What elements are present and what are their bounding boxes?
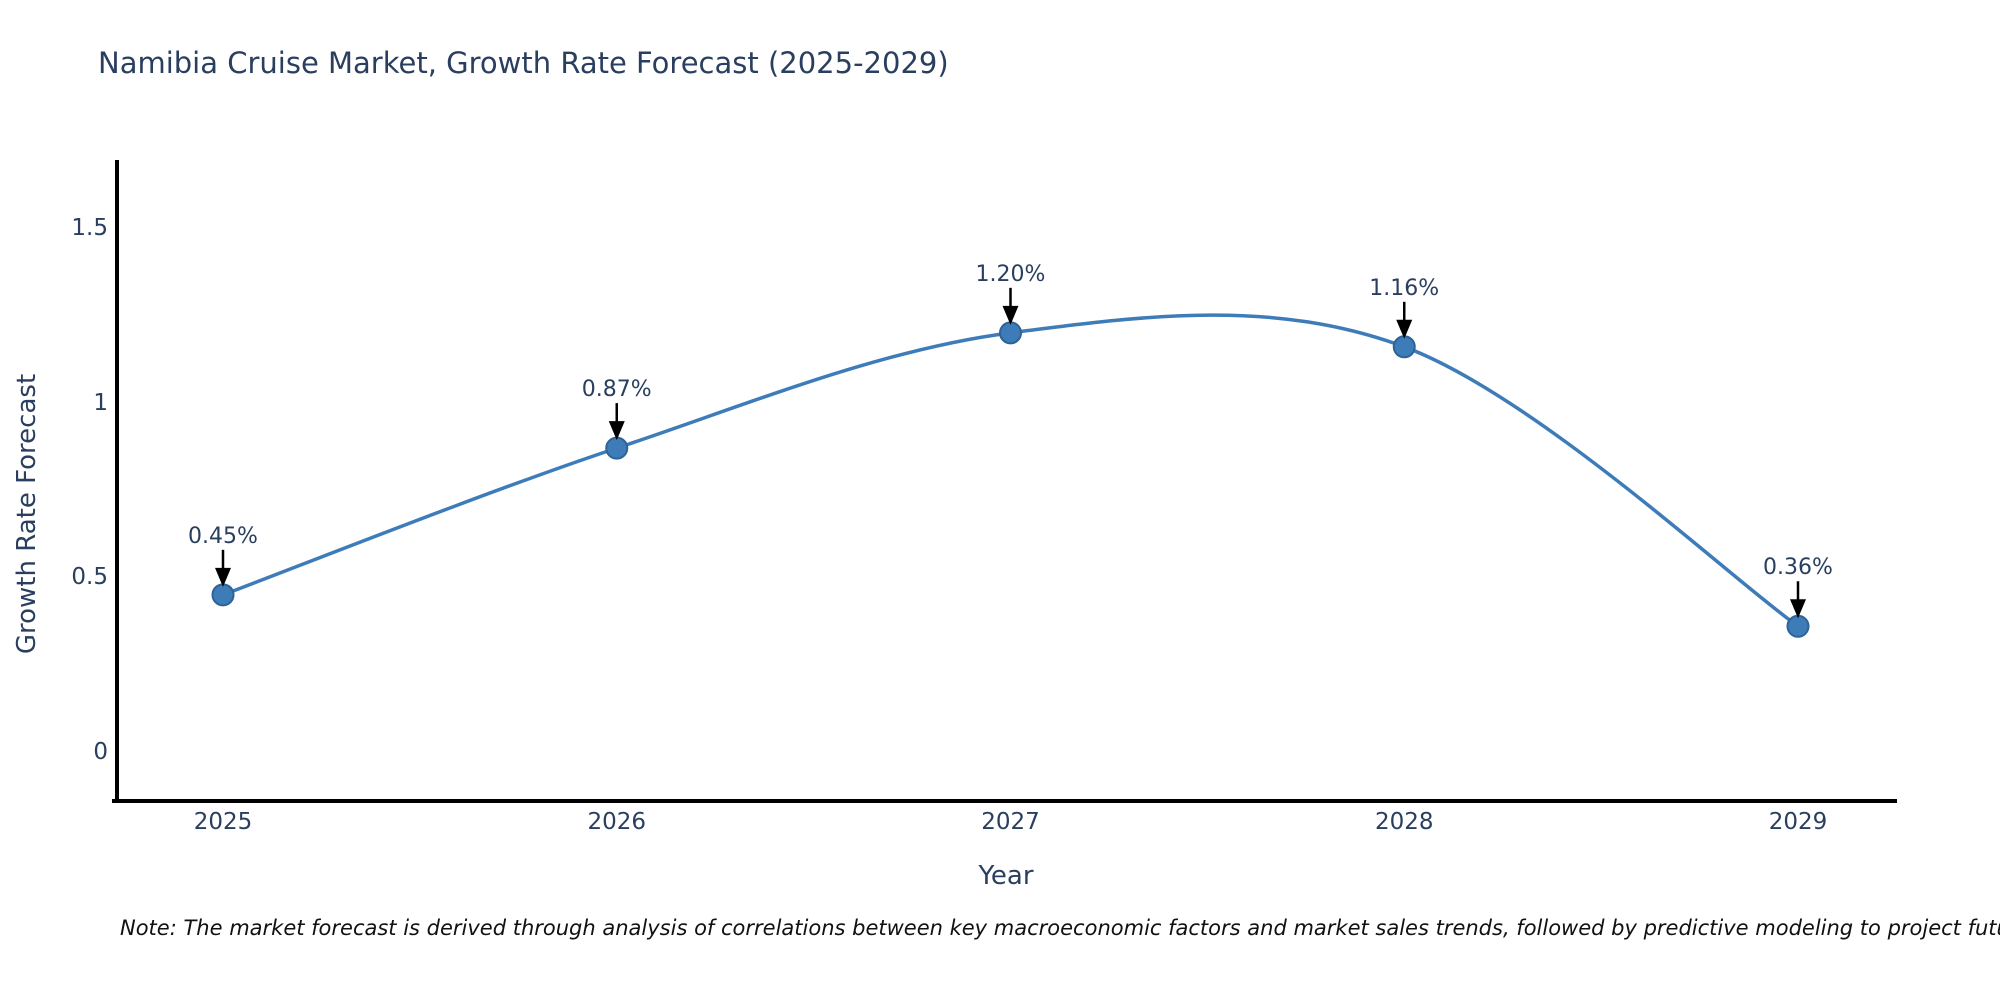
annotation-arrowhead xyxy=(1396,319,1413,339)
x-tick-label: 2029 xyxy=(1768,809,1828,835)
annotation-label: 0.45% xyxy=(188,523,258,549)
y-tick-label: 0 xyxy=(93,739,108,765)
x-axis-title: Year xyxy=(978,861,1034,891)
x-tick-label: 2027 xyxy=(981,809,1040,835)
data-point-marker xyxy=(1392,335,1416,359)
x-tick-label: 2026 xyxy=(587,809,647,835)
data-point-marker xyxy=(999,321,1022,345)
annotation-arrowhead xyxy=(608,421,625,441)
y-tick-label: 1 xyxy=(93,389,108,416)
annotation-label: 1.16% xyxy=(1369,275,1440,301)
annotation-label: 1.20% xyxy=(975,261,1046,287)
data-point-marker xyxy=(1786,614,1810,638)
data-point-marker xyxy=(211,583,235,607)
footnote: Note: The market forecast is derived thr… xyxy=(120,916,2000,940)
annotation-label: 0.36% xyxy=(1763,555,1833,581)
y-tick-label: 1.5 xyxy=(71,215,108,242)
forecast-line xyxy=(222,313,1800,628)
annotation-arrowhead xyxy=(1002,305,1019,325)
annotation-label: 0.87% xyxy=(581,377,652,403)
annotation-arrowhead xyxy=(1790,599,1806,619)
data-point-marker xyxy=(605,436,629,460)
x-tick-label: 2025 xyxy=(193,809,253,835)
x-tick-label: 2028 xyxy=(1374,809,1434,835)
annotation-arrowhead xyxy=(215,567,231,587)
chart-title: Namibia Cruise Market, Growth Rate Forec… xyxy=(98,46,949,80)
y-tick-label: 0.5 xyxy=(71,564,108,591)
